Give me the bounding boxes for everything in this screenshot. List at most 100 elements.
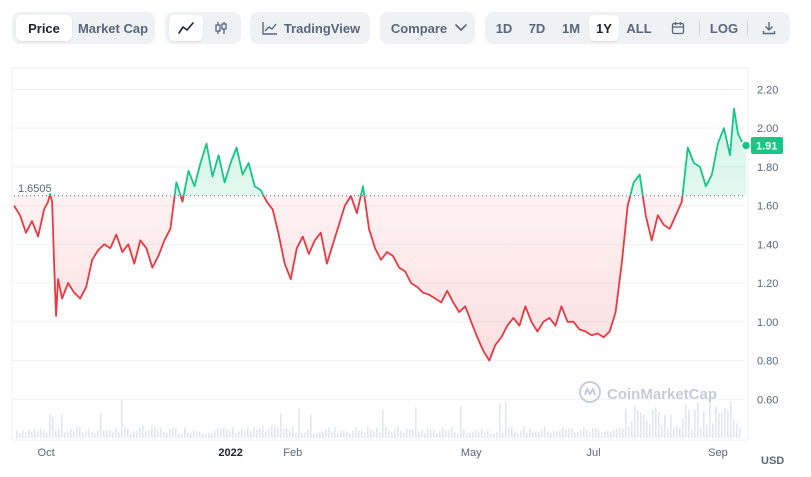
volume-bar (667, 428, 669, 438)
y-tick-label: 1.80 (757, 162, 778, 174)
volume-bar (79, 426, 81, 438)
log-scale-button[interactable]: LOG (709, 20, 739, 36)
candlestick-button[interactable] (205, 15, 237, 41)
volume-bar (196, 431, 198, 438)
volume-bar (187, 432, 189, 438)
volume-bar (715, 406, 717, 438)
x-tick-label: Feb (283, 447, 302, 459)
download-button[interactable] (753, 15, 785, 41)
volume-bar (76, 426, 78, 438)
volume-bar (559, 430, 561, 438)
line-chart-icon (178, 21, 194, 35)
volume-bar (592, 428, 594, 438)
volume-bar (634, 405, 636, 438)
volume-bar (703, 410, 705, 438)
volume-bar (436, 433, 438, 438)
range-7d[interactable]: 7D (528, 20, 546, 36)
volume-bar (301, 432, 303, 438)
volume-bar (697, 402, 699, 438)
compare-dropdown[interactable]: Compare (380, 12, 475, 44)
volume-bar (280, 413, 282, 438)
volume-bar (382, 410, 384, 438)
volume-bar (529, 428, 531, 438)
price-tab[interactable]: Price (16, 15, 72, 41)
volume-bar (556, 431, 558, 438)
volume-bar (157, 430, 159, 438)
volume-bar (418, 431, 420, 438)
volume-bar (208, 433, 210, 438)
volume-bar (64, 432, 66, 438)
candlestick-icon (213, 21, 229, 35)
volume-bar (646, 420, 648, 438)
volume-bar (67, 431, 69, 438)
volume-bar (388, 430, 390, 438)
volume-bar (103, 430, 105, 438)
volume-bar (343, 430, 345, 438)
volume-bar (361, 430, 363, 438)
volume-bar (514, 431, 516, 438)
volume-bar (562, 427, 564, 438)
volume-bar (613, 430, 615, 438)
tradingview-button[interactable]: TradingView (250, 12, 370, 44)
volume-bar (193, 430, 195, 438)
volume-bar (172, 427, 174, 438)
range-1d[interactable]: 1D (495, 20, 513, 36)
range-1m[interactable]: 1M (561, 20, 581, 36)
volume-bar (415, 407, 417, 438)
volume-bar (31, 431, 33, 438)
line-chart-button[interactable] (169, 15, 203, 41)
volume-bar (520, 431, 522, 438)
volume-bar (97, 430, 99, 438)
volume-bar (142, 426, 144, 438)
volume-bar (439, 430, 441, 438)
plot-frame (11, 67, 749, 441)
volume-bar (571, 428, 573, 438)
volume-bar (94, 433, 96, 438)
y-tick-label: 2.20 (757, 84, 778, 96)
volume-bar (658, 411, 660, 438)
volume-bar (403, 432, 405, 438)
volume-bar (337, 433, 339, 438)
volume-bar (412, 429, 414, 438)
volume-bar (394, 428, 396, 438)
volume-bar (52, 417, 54, 438)
market-cap-tab[interactable]: Market Cap (77, 20, 149, 36)
volume-bar (310, 414, 312, 438)
volume-bar (355, 426, 357, 438)
volume-bar (340, 430, 342, 438)
volume-bar (55, 430, 57, 438)
volume-bar (499, 402, 501, 438)
volume-bar (358, 430, 360, 438)
chevron-down-icon (455, 24, 467, 32)
volume-bar (598, 430, 600, 438)
volume-bar (424, 433, 426, 438)
volume-bars (16, 400, 741, 438)
volume-bar (106, 430, 108, 438)
volume-bar (637, 410, 639, 438)
y-tick-label: 1.40 (757, 239, 778, 251)
volume-bar (349, 433, 351, 438)
volume-bar (739, 427, 741, 438)
volume-bar (274, 426, 276, 438)
calendar-button[interactable] (661, 15, 695, 41)
volume-bar (34, 428, 36, 438)
compare-label: Compare (390, 20, 448, 36)
y-tick-label: 1.00 (757, 317, 778, 329)
range-all[interactable]: ALL (626, 20, 652, 36)
volume-bar (211, 433, 213, 438)
volume-bar (733, 418, 735, 438)
volume-bar (22, 430, 24, 438)
volume-bar (265, 430, 267, 438)
volume-bar (223, 426, 225, 438)
volume-bar (28, 429, 30, 438)
range-1y[interactable]: 1Y (589, 15, 619, 41)
volume-bar (397, 426, 399, 438)
volume-bar (454, 432, 456, 438)
volume-bar (226, 428, 228, 438)
volume-bar (232, 426, 234, 438)
volume-bar (391, 432, 393, 438)
volume-bar (61, 414, 63, 438)
view-toggle: Price Market Cap (12, 12, 155, 44)
volume-bar (121, 400, 123, 438)
volume-bar (283, 428, 285, 438)
